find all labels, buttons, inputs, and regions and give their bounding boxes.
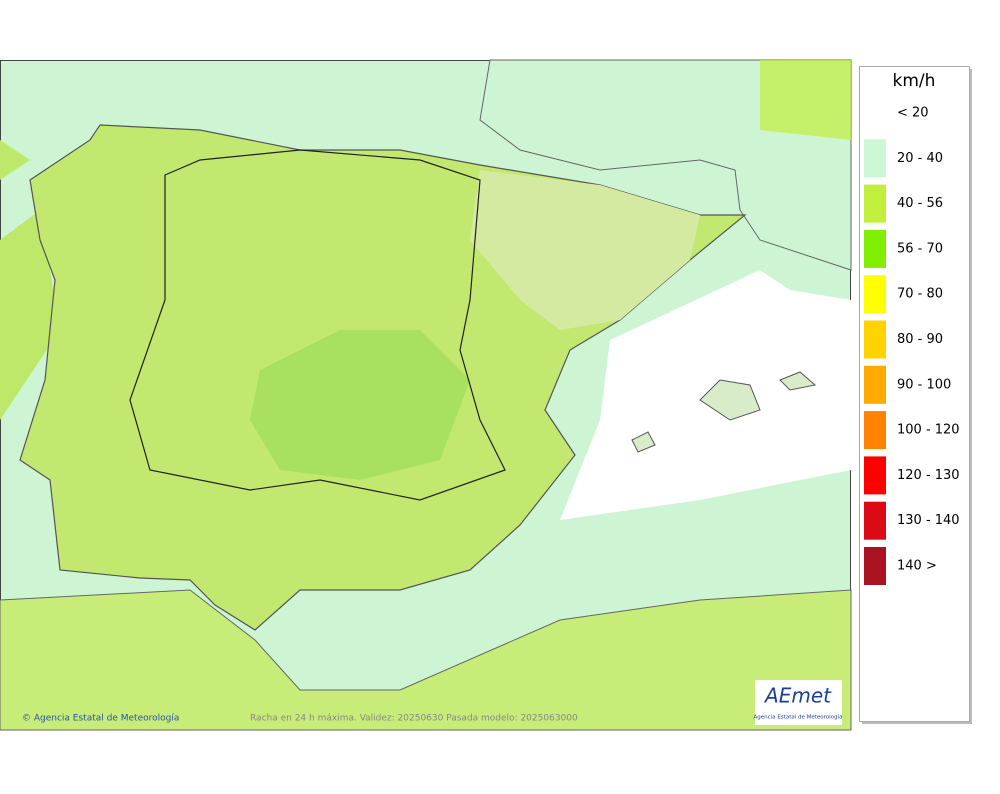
- legend-label: 40 - 56: [897, 196, 943, 211]
- legend-label: 90 - 100: [897, 377, 951, 392]
- legend-swatch: [864, 320, 886, 359]
- legend-label: 130 - 140: [897, 513, 960, 528]
- legend-swatch: [864, 411, 886, 450]
- legend-label: 20 - 40: [897, 151, 943, 166]
- logo-box: [755, 680, 842, 725]
- legend-swatch: [864, 229, 886, 268]
- legend-swatch: [864, 456, 886, 495]
- legend-swatch: [864, 184, 886, 223]
- legend-label: 70 - 80: [897, 287, 943, 302]
- atlantic-gusts: [0, 140, 60, 420]
- legend-swatch: [864, 501, 886, 540]
- mallorca: [699, 379, 761, 421]
- ibiza: [631, 431, 656, 453]
- region-borders: [129, 149, 506, 501]
- gulf-gusts: [760, 60, 851, 140]
- france: [479, 59, 852, 271]
- legend-title: km/h: [893, 71, 936, 91]
- legend-swatch: [864, 365, 886, 404]
- legend-swatch: [864, 139, 886, 178]
- legend: km/h < 20 20 - 40 40 - 56 56 - 70 70 - 80 80 …: [859, 66, 972, 724]
- legend-swatch: [864, 547, 886, 585]
- credit: © Agencia Estatal de Meteorología: [22, 714, 179, 724]
- logo-subtitle: Agencia Estatal de Meteorología: [754, 714, 843, 721]
- menorca: [779, 371, 817, 391]
- legend-label: < 20: [897, 106, 929, 121]
- logo-name: AEmet: [763, 684, 832, 708]
- central-gusts: [250, 330, 470, 480]
- legend-label: 120 - 130: [897, 468, 960, 483]
- northeast: [470, 170, 700, 330]
- map: [0, 59, 852, 731]
- logo: AEmet Agencia Estatal de Meteorología: [754, 680, 843, 725]
- legend-label: 56 - 70: [897, 241, 943, 256]
- caption: Racha en 24 h máxima. Validez: 20250630 …: [250, 714, 578, 724]
- legend-label: 140 >: [897, 559, 937, 574]
- legend-label: 80 - 90: [897, 332, 943, 347]
- legend-label: 100 - 120: [897, 423, 960, 438]
- africa: [0, 589, 852, 731]
- legend-swatch: [864, 275, 886, 314]
